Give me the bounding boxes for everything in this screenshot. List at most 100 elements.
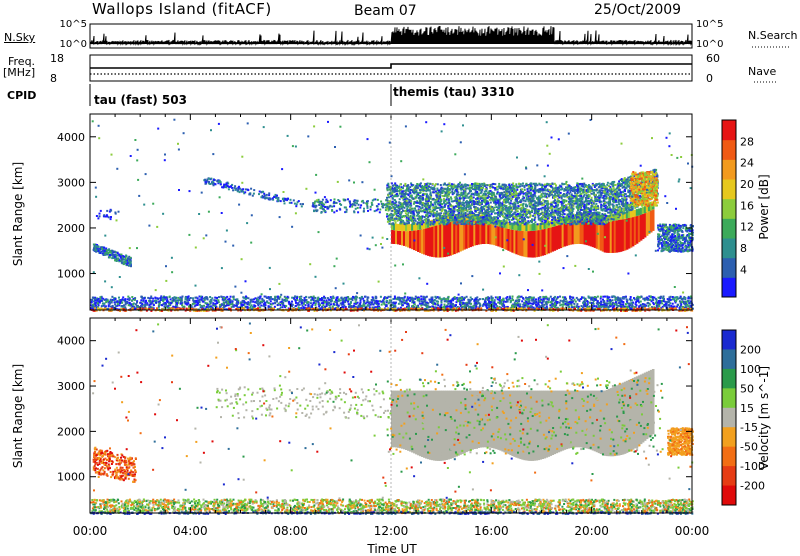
power-near-range-point [219, 304, 221, 306]
power-near-range-point [413, 303, 415, 305]
power-near-range-point [181, 297, 183, 299]
power-near-range-point [195, 300, 197, 302]
power-mid-point [327, 201, 329, 203]
power-near-range-point [505, 301, 507, 303]
power-near-range-point [594, 296, 596, 298]
power-near-range-point [617, 299, 619, 301]
power-mid-point [344, 206, 346, 208]
power-mid-point [359, 207, 361, 209]
power-near-range-point [330, 301, 332, 303]
power-near-range-point [644, 305, 646, 307]
power-near-range-point [277, 296, 279, 298]
power-early-patch-point [98, 250, 100, 252]
power-early-upper-point [99, 213, 101, 215]
power-near-range-point [257, 303, 259, 305]
power-near-range-point [162, 299, 164, 301]
power-near-range-point [246, 303, 248, 305]
power-near-range-point [207, 298, 209, 300]
power-near-range-point [375, 296, 377, 298]
power-mid-point [334, 198, 336, 200]
power-near-range-strong-point [188, 308, 190, 310]
power-near-range-point [501, 303, 503, 305]
power-arc-point [284, 202, 286, 204]
power-near-range-point [466, 296, 468, 298]
power-arc-point [250, 188, 252, 190]
power-near-range-point [342, 307, 344, 309]
power-near-range-point [655, 302, 657, 304]
power-near-range-point [122, 296, 124, 298]
power-near-range-point [550, 296, 552, 298]
power-near-range-point [141, 297, 143, 299]
power-near-range-point [120, 301, 122, 303]
power-arc-point [301, 205, 303, 207]
power-near-range-strong-point [421, 308, 423, 310]
power-near-range-point [245, 296, 247, 298]
power-near-range-point [398, 303, 400, 305]
power-near-range-point [468, 306, 470, 308]
power-near-range-point [241, 303, 243, 305]
power-near-range-point [105, 301, 107, 303]
power-near-range-point [527, 303, 529, 305]
power-near-range-point [680, 304, 682, 306]
power-upper-point [473, 197, 475, 199]
power-near-range-point [232, 305, 234, 307]
power-near-range-point [636, 304, 638, 306]
power-near-range-point [632, 302, 634, 304]
power-near-range-point [334, 301, 336, 303]
power-near-range-point [188, 305, 190, 307]
power-near-range-point [170, 302, 172, 304]
power-near-range-point [463, 299, 465, 301]
power-near-range-point [608, 306, 610, 308]
power-near-range-point [576, 303, 578, 305]
power-near-range-point [117, 303, 119, 305]
power-mid-point [378, 203, 380, 205]
power-near-range-point [543, 300, 545, 302]
power-near-range-point [152, 298, 154, 300]
power-near-range-strong-point [243, 307, 245, 309]
power-near-range-point [274, 299, 276, 301]
power-near-range-point [515, 300, 517, 302]
power-near-range-point [251, 299, 253, 301]
power-arc-point [228, 188, 230, 190]
power-near-range-point [603, 301, 605, 303]
power-near-range-point [606, 300, 608, 302]
power-mid-point [344, 199, 346, 201]
power-near-range-point [217, 299, 219, 301]
power-near-range-point [628, 303, 630, 305]
power-near-range-point [470, 303, 472, 305]
power-arc-point [252, 195, 254, 197]
power-near-range-point [686, 301, 688, 303]
power-early-patch-point [101, 248, 103, 250]
power-near-range-point [327, 297, 329, 299]
power-mid-point [349, 201, 351, 203]
power-near-range-point [131, 299, 133, 301]
power-near-range-point [415, 296, 417, 298]
power-near-range-point [307, 301, 309, 303]
power-near-range-strong-point [132, 307, 134, 309]
power-near-range-point [376, 302, 378, 304]
power-near-range-point [359, 305, 361, 307]
power-near-range-point [287, 296, 289, 298]
power-near-range-point [687, 297, 689, 299]
power-near-range-point [348, 303, 350, 305]
power-mid-point [379, 209, 381, 211]
power-early-upper-point [99, 215, 101, 217]
power-near-range-point [347, 301, 349, 303]
power-near-range-point [657, 306, 659, 308]
power-near-range-point [367, 300, 369, 302]
power-arc-point [282, 198, 284, 200]
power-mid-point [337, 199, 339, 201]
power-near-range-point [343, 305, 345, 307]
power-near-range-point [322, 302, 324, 304]
power-near-range-point [197, 302, 199, 304]
power-near-range-point [545, 296, 547, 298]
power-near-range-point [653, 297, 655, 299]
power-near-range-point [487, 299, 489, 301]
power-mid-point [313, 206, 315, 208]
power-arc-point [293, 199, 295, 201]
power-upper-point [463, 199, 465, 201]
power-mid-point [360, 204, 362, 206]
power-near-range-point [342, 299, 344, 301]
power-mid-point [345, 211, 347, 213]
power-mid-point [377, 199, 379, 201]
